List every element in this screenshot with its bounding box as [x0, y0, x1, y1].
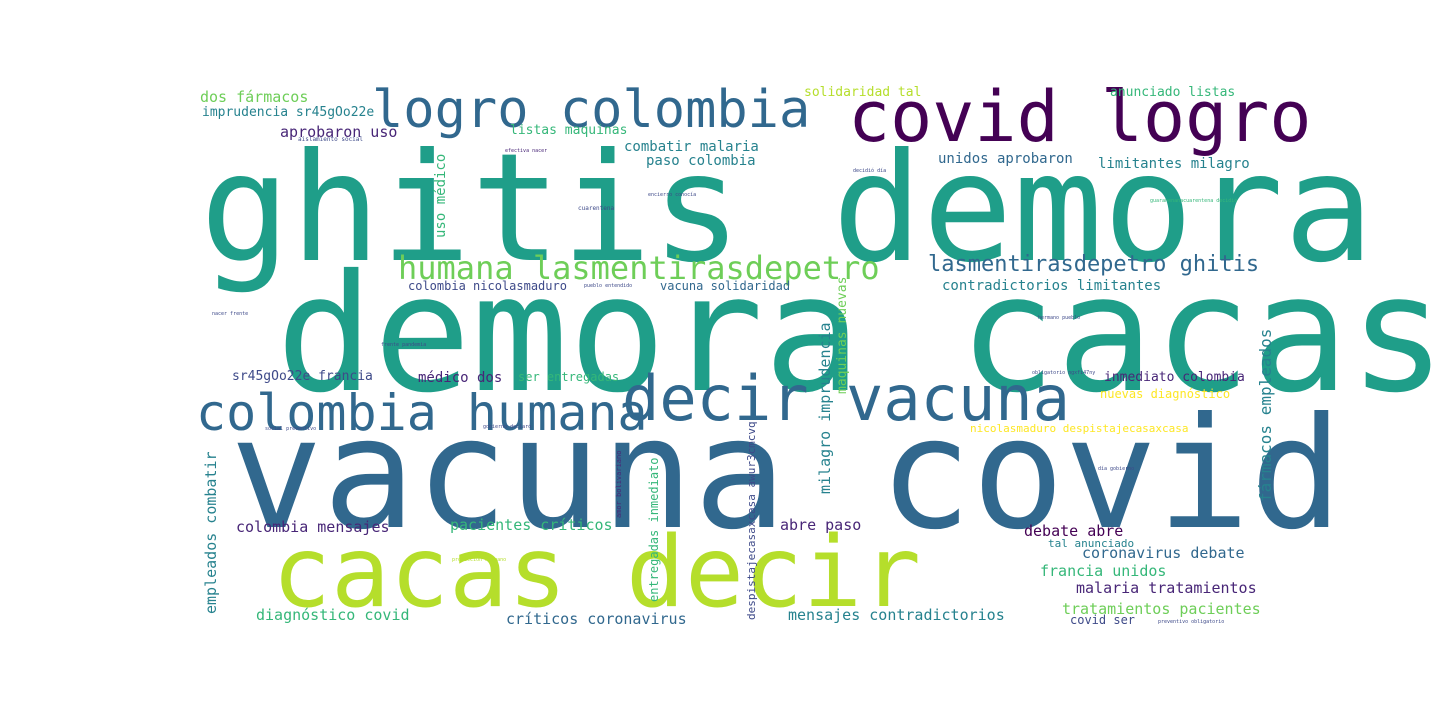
- word-colombia-nicolasmaduro: colombia nicolasmaduro: [408, 279, 567, 293]
- word-humana-lasmentirasdepetro: humana lasmentirasdepetro: [398, 249, 880, 287]
- word-amor-bolivariano: amor bolivariano: [615, 450, 623, 518]
- word-milagro-imprudencia: milagro imprudencia: [816, 322, 834, 494]
- word-vacuna-covid: vacuna covid: [230, 385, 1343, 564]
- word-mensajes-contradictorios: mensajes contradictorios: [788, 606, 1005, 624]
- word-colombia-mensajes: colombia mensajes: [236, 518, 390, 536]
- word-imprudencia-sr45: imprudencia sr45gOo22e: [202, 105, 375, 120]
- word-despistajecasaxcasa: despistajecasaxcasa awur3cmcvq: [745, 421, 758, 620]
- word-colombia-humana: colombia humana: [196, 384, 648, 442]
- word-tal-anunciado: tal anunciado: [1048, 537, 1135, 550]
- word-contradictorios-limitantes: contradictorios limitantes: [942, 278, 1162, 294]
- word-guaranenanacuarentena: guaranenanacuarentena decidió: [1150, 198, 1238, 204]
- word-solidaridad-tal: solidaridad tal: [804, 85, 922, 100]
- word-uso-medico: uso médico: [433, 153, 449, 238]
- word-nicolasmaduro-despistajecasaxcasa: nicolasmaduro despistajecasaxcasa: [970, 422, 1189, 435]
- word-pacientes-criticos: pacientes críticos: [450, 516, 613, 534]
- word-inmediato-colombia: inmediato colombia: [1104, 370, 1245, 385]
- word-abre-paso: abre paso: [780, 516, 862, 534]
- word-coronavirus-debate: coronavirus debate: [1082, 544, 1245, 562]
- word-cacas-decir: cacas decir: [272, 516, 922, 630]
- word-frente-pandemia: frente pandemia: [381, 342, 427, 348]
- word-hermano-pueblo: hermano pueblo: [1038, 315, 1081, 321]
- word-preventivo-obligatorio: preventivo obligatorio: [1158, 619, 1225, 625]
- word-listas-maquinas: listas maquinas: [510, 123, 628, 138]
- word-limitantes-milagro: limitantes milagro: [1098, 156, 1250, 172]
- word-gobierno-declaro: gobierno declaró: [483, 424, 532, 430]
- word-cuarentena: cuarentena: [578, 205, 615, 212]
- word-social-preventivo: social preventivo: [265, 426, 317, 432]
- word-proteccion-hermano: protección hermano: [452, 557, 507, 563]
- word-farmacos-empleados: fármacos empleados: [1256, 328, 1275, 502]
- word-aislamiento-social: aislamiento social: [298, 136, 364, 143]
- word-decidio-dia: decidió día: [853, 168, 887, 174]
- word-malaria-tratamientos: malaria tratamientos: [1076, 579, 1257, 597]
- word-dia-gobierno: día gobierno: [1098, 466, 1135, 472]
- word-decir-vacuna: decir vacuna: [622, 362, 1070, 435]
- word-ghitis-demora: ghitis demora: [200, 122, 1374, 296]
- word-demora-cacas: demora cacas: [276, 241, 1440, 429]
- word-dos-farmacos: dos fármacos: [200, 88, 309, 106]
- word-lasmentirasdepetro-ghitis: lasmentirasdepetro ghitis: [928, 252, 1260, 277]
- word-unidos-aprobaron: unidos aprobaron: [938, 151, 1073, 167]
- word-vacuna-solidaridad: vacuna solidaridad: [660, 279, 791, 293]
- word-criticos-coronavirus: críticos coronavirus: [506, 610, 687, 628]
- word-covid-logro: covid logro: [848, 76, 1312, 158]
- word-anunciado-listas: anunciado listas: [1110, 85, 1236, 100]
- word-medico-dos: médico dos: [418, 370, 503, 386]
- word-nacer-frente: nacer frente: [212, 311, 249, 317]
- word-diagnostico-covid: diagnóstico covid: [256, 606, 410, 624]
- word-combatir-malaria: combatir malaria: [624, 139, 759, 155]
- word-efectiva-nacer: efectiva nacer: [505, 148, 548, 154]
- word-maquinas-nuevas: maquinas nuevas: [835, 276, 850, 394]
- word-debate-abre: debate abre: [1024, 522, 1124, 540]
- word-obligatorio-ngxfi: obligatorio ngxfi47ny: [1032, 370, 1096, 376]
- word-nuevas-diagnostico: nuevas diagnóstico: [1100, 387, 1231, 401]
- word-pueblo-entendido: pueblo entendido: [584, 283, 633, 289]
- word-aprobaron-uso: aprobaron uso: [280, 123, 398, 141]
- word-sr45-francia: sr45gOo22e francia: [232, 369, 373, 384]
- word-logro-colombia: logro colombia: [372, 80, 811, 140]
- word-entregadas-inmediato: entregadas inmediato: [647, 457, 661, 603]
- word-francia-unidos: francia unidos: [1040, 562, 1167, 580]
- word-empleados-combatir: empleados combatir: [202, 451, 220, 614]
- word-tratamientos-pacientes: tratamientos pacientes: [1062, 600, 1261, 618]
- word-paso-colombia: paso colombia: [646, 153, 756, 169]
- word-ser-entregadas: ser entregadas: [518, 370, 620, 384]
- word-covid-ser: covid ser: [1070, 613, 1136, 627]
- word-encierro-conocia: encierro conocía: [648, 192, 697, 198]
